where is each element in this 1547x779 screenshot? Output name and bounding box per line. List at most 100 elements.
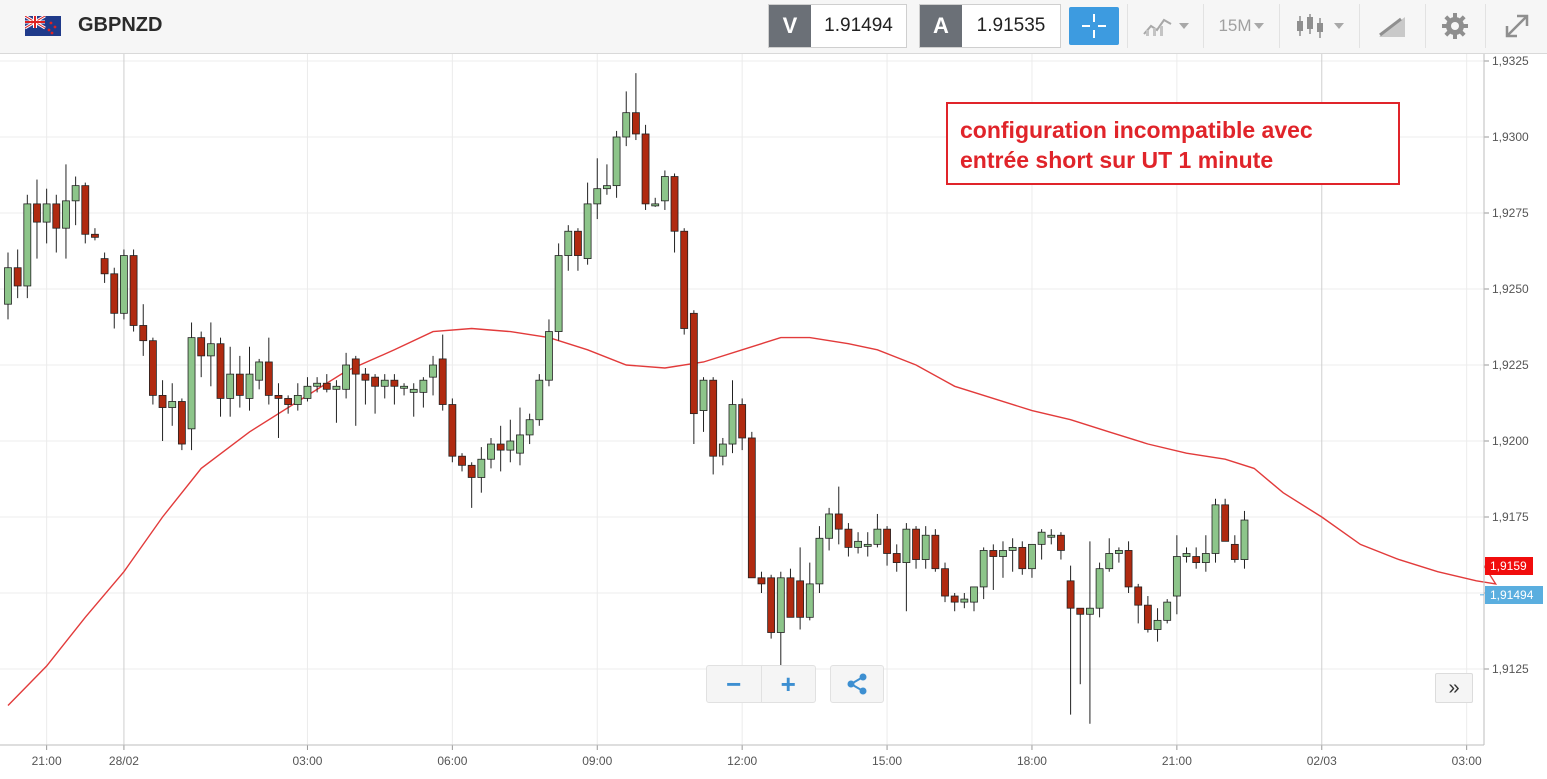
candle-body bbox=[409, 388, 418, 393]
share-icon bbox=[847, 673, 867, 695]
candle bbox=[197, 331, 206, 378]
candle-style-button[interactable] bbox=[1279, 4, 1358, 48]
y-tick-label: 1,9300 bbox=[1492, 130, 1529, 144]
candle-body bbox=[554, 255, 563, 332]
candles-layer bbox=[4, 73, 1249, 724]
candle-body bbox=[564, 230, 573, 256]
candle bbox=[1066, 565, 1075, 715]
candle-body bbox=[979, 550, 988, 588]
candle-body bbox=[371, 376, 379, 387]
candle-body bbox=[1240, 519, 1249, 560]
candle-body bbox=[1153, 619, 1162, 630]
candle bbox=[477, 447, 486, 493]
candle bbox=[293, 383, 302, 411]
candle-body bbox=[873, 528, 882, 545]
candle-body bbox=[1008, 546, 1017, 551]
candle bbox=[264, 337, 273, 405]
candle bbox=[892, 544, 901, 572]
timeframe-selector[interactable]: 15M bbox=[1203, 4, 1278, 48]
candle-body bbox=[313, 382, 322, 387]
candle-body bbox=[13, 267, 22, 287]
candle bbox=[632, 73, 640, 141]
candle-body bbox=[1182, 553, 1191, 557]
candle bbox=[448, 398, 457, 463]
candle bbox=[419, 377, 428, 408]
candle bbox=[805, 562, 814, 621]
candle-body bbox=[62, 200, 70, 229]
candle bbox=[1192, 547, 1201, 569]
fullscreen-button[interactable] bbox=[1485, 4, 1547, 48]
candle bbox=[670, 173, 679, 253]
chart-type-button[interactable] bbox=[1127, 4, 1202, 48]
price-chart[interactable]: 1,9325 1,9300 1,9275 1,9250 1,9225 1,9200 1,91… bbox=[0, 54, 1547, 779]
candle-body bbox=[284, 398, 293, 405]
chevron-down-icon bbox=[1178, 23, 1189, 29]
candle-body bbox=[52, 203, 61, 229]
x-tick-label: 03:00 bbox=[1452, 754, 1482, 768]
crosshair-button[interactable] bbox=[1069, 7, 1119, 45]
zoom-out-button[interactable]: − bbox=[726, 668, 742, 699]
candle bbox=[747, 431, 756, 579]
candle-body bbox=[477, 458, 486, 478]
candle-body bbox=[525, 419, 534, 436]
candle-body bbox=[303, 385, 312, 399]
gb-nz-flag-icon bbox=[25, 16, 61, 36]
candle bbox=[941, 562, 949, 603]
candle-body bbox=[100, 258, 109, 275]
candle bbox=[33, 179, 41, 259]
x-tick-label: 21:00 bbox=[1162, 754, 1192, 768]
candle-body bbox=[1211, 504, 1220, 554]
candle-body bbox=[844, 528, 853, 548]
candle bbox=[52, 194, 61, 253]
zoom-in-button[interactable]: + bbox=[760, 666, 816, 702]
candle bbox=[786, 568, 795, 618]
candle-body bbox=[1163, 601, 1172, 621]
buy-price-button[interactable]: A 1.91535 bbox=[919, 4, 1061, 48]
candle bbox=[970, 586, 978, 612]
candle-body bbox=[574, 230, 582, 256]
candle-body bbox=[1221, 504, 1230, 542]
candle bbox=[235, 355, 244, 408]
candle bbox=[641, 124, 650, 210]
candle bbox=[728, 380, 737, 454]
candle-body bbox=[351, 358, 360, 375]
candle-body bbox=[960, 598, 969, 603]
candle-body bbox=[941, 568, 949, 597]
candle-body bbox=[1066, 580, 1075, 609]
candle-body bbox=[796, 580, 805, 618]
share-button[interactable] bbox=[830, 665, 884, 703]
candle-body bbox=[4, 267, 12, 305]
zoom-controls: − + bbox=[706, 665, 816, 703]
candle bbox=[13, 249, 22, 299]
candle bbox=[651, 197, 660, 207]
candle-body bbox=[1095, 568, 1104, 609]
candle-body bbox=[776, 577, 785, 633]
candle bbox=[1221, 498, 1230, 542]
candle-body bbox=[545, 331, 553, 381]
candle bbox=[458, 453, 466, 472]
settings-button[interactable] bbox=[1425, 4, 1484, 48]
candle bbox=[351, 355, 360, 426]
candle bbox=[120, 249, 128, 320]
y-tick-label: 1,9175 bbox=[1492, 510, 1529, 524]
candle-body bbox=[168, 401, 177, 408]
sell-label: V bbox=[769, 5, 811, 47]
candle-body bbox=[689, 312, 698, 415]
buy-label: A bbox=[920, 5, 962, 47]
scroll-to-latest-button[interactable]: » bbox=[1435, 673, 1473, 703]
candle bbox=[42, 188, 51, 244]
candle-body bbox=[767, 577, 776, 633]
drawing-tools-button[interactable] bbox=[1359, 4, 1424, 48]
candle bbox=[767, 574, 776, 639]
candle-body bbox=[699, 379, 708, 412]
candle-body bbox=[1172, 556, 1181, 597]
candle bbox=[129, 249, 138, 332]
candle bbox=[71, 176, 80, 226]
candle bbox=[81, 182, 90, 244]
sell-price-button[interactable]: V 1.91494 bbox=[768, 4, 907, 48]
candle-body bbox=[429, 364, 437, 378]
candle bbox=[332, 380, 341, 423]
candle-body bbox=[226, 373, 235, 399]
candle-body bbox=[322, 382, 331, 390]
candle bbox=[1230, 535, 1239, 563]
